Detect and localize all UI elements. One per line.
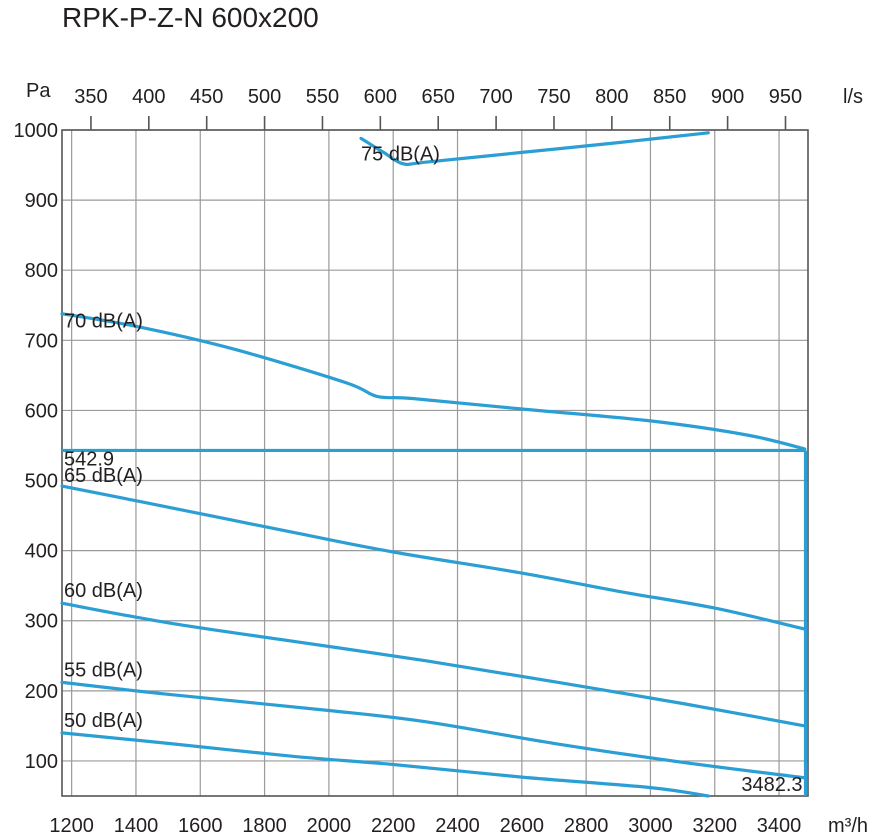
x-tick-label: 2800 [564,815,609,835]
x-tick-label: 3400 [757,815,802,835]
curve-label: 65 dB(A) [64,465,143,487]
x-tick-label: 2600 [500,815,545,835]
top-tick-label: 750 [537,86,570,108]
curve-55dba [60,680,807,780]
curve-75dba [359,131,710,167]
operating-point-pressure-label: 542.9 [64,448,114,470]
x-tick-label: 1800 [242,815,287,835]
top-tick-label: 500 [248,86,281,108]
bottom-unit-label: m³/h [828,815,868,835]
top-tick-label: 650 [422,86,455,108]
curve-label: 55 dB(A) [64,659,143,681]
y-tick-label: 300 [25,611,58,633]
curve-label: 75 dB(A) [361,143,440,165]
y-tick-label: 700 [25,330,58,352]
y-tick-label: 1000 [14,120,59,142]
curve-label: 50 dB(A) [64,710,143,732]
chart-title: RPK-P-Z-N 600x200 [62,2,319,33]
top-tick-label: 450 [190,86,223,108]
x-tick-label: 2000 [307,815,352,835]
operating-point-flow-label: 3482.3 [741,774,802,796]
top-tick-label: 800 [595,86,628,108]
y-tick-label: 100 [25,751,58,773]
y-tick-label: 200 [25,681,58,703]
plot-frame [61,129,809,797]
axes [61,116,809,797]
top-tick-label: 400 [132,86,165,108]
x-tick-label: 2200 [371,815,416,835]
y-tick-label: 800 [25,260,58,282]
x-tick-label: 1400 [114,815,159,835]
top-tick-label: 850 [653,86,686,108]
curve-65dba [60,484,807,631]
tick-labels: 1200 1400 1600 1800 2000 2200 2400 2600 2800 3000… [14,86,803,835]
top-tick-label: 600 [364,86,397,108]
y-tick-label: 900 [25,190,58,212]
curve-label: 70 dB(A) [64,311,143,333]
y-tick-label: 500 [25,471,58,493]
operating-point: 542.9 3482.3 [62,448,808,796]
y-unit-label: Pa [26,80,51,102]
x-tick-label: 3200 [693,815,738,835]
top-tick-label: 700 [479,86,512,108]
curve-70dba [60,312,807,451]
top-tick-label: 950 [769,86,802,108]
curve-60dba [60,601,807,728]
curve-label: 60 dB(A) [64,580,143,602]
x-tick-label: 3000 [628,815,673,835]
y-tick-label: 400 [25,541,58,563]
curve-50dba [60,731,710,798]
y-tick-label: 600 [25,400,58,422]
top-tick-label: 550 [306,86,339,108]
sound-level-curves: 75 dB(A) 70 dB(A) 65 dB(A) 60 dB(A) 55 dB(A)… [60,131,807,798]
x-tick-label: 1600 [178,815,223,835]
top-tick-label: 350 [74,86,107,108]
top-tick-label: 900 [711,86,744,108]
top-unit-label: l/s [843,86,863,108]
x-tick-label: 1200 [49,815,94,835]
x-tick-label: 2400 [435,815,480,835]
